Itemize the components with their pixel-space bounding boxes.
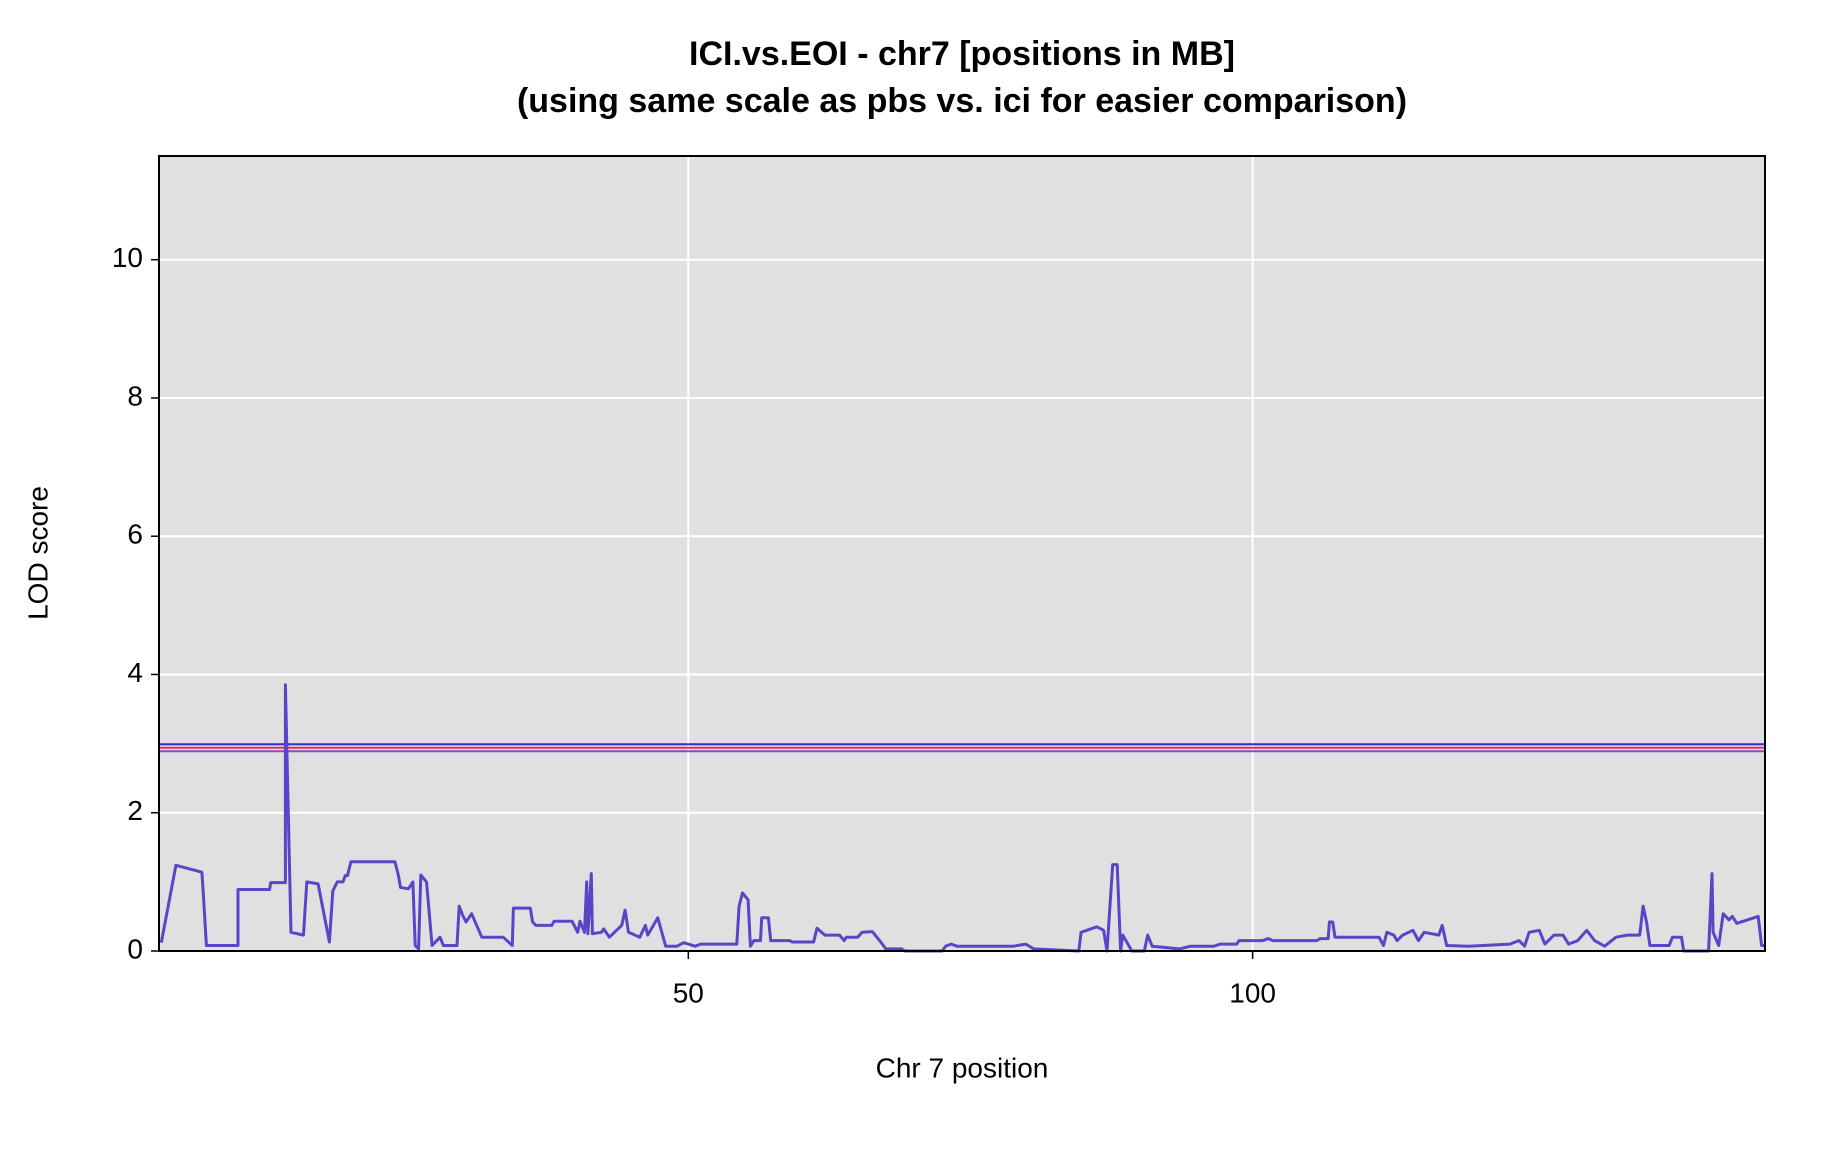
y-tick-label: 6 [127,519,143,550]
y-tick-label: 0 [127,933,143,964]
chart-subtitle: (using same scale as pbs vs. ici for eas… [517,82,1407,120]
lod-line [159,683,1765,953]
x-axis-label: Chr 7 position [876,1052,1049,1083]
y-tick-label: 2 [127,795,143,826]
y-tick-label: 10 [112,242,143,273]
x-tick-label: 50 [673,977,704,1008]
plot-frame [158,155,1766,952]
y-axis-label: LOD score [22,486,53,620]
y-tick-label: 8 [127,380,143,411]
plot-background [159,156,1765,951]
y-tick-label: 4 [127,657,143,688]
x-tick-label: 100 [1229,977,1276,1008]
chart-title: ICI.vs.EOI - chr7 [positions in MB] [689,35,1235,73]
